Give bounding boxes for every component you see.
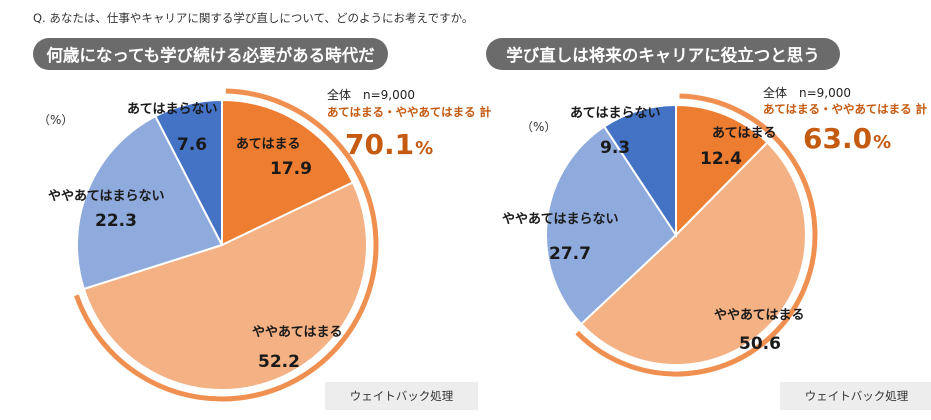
slice-category-label: ややあてはまらない — [502, 212, 618, 227]
chart-title: 何歳になっても学び続ける必要がある時代だ — [33, 38, 388, 70]
sample-size-label: 全体 n=9,000 — [763, 86, 852, 100]
slice-category-label: あてはまらない — [127, 102, 217, 117]
chart-panel-lifelong-learning: 何歳になっても学び続ける必要がある時代だ （%） あてはまる 17.9 ややあてはま… — [0, 0, 491, 420]
pie-chart: あてはまる 12.4 ややあてはまる 50.6 ややあてはまらない 27.7 あてはまらない… — [502, 93, 818, 377]
slice-value-label: 17.9 — [270, 159, 312, 179]
slice-value-label: 12.4 — [700, 149, 742, 169]
slice-category-label: あてはまらない — [570, 106, 660, 121]
chart-panel-career-usefulness: 学び直しは将来のキャリアに役立つと思う （%） あてはまる 12.4 ややあてはまる… — [466, 0, 931, 420]
question-text: Q. あなたは、仕事やキャリアに関する学び直しについて、どのようにお考えですか。 — [33, 11, 474, 25]
top2-label: あてはまる・ややあてはまる 計 — [763, 102, 928, 116]
unit-label: （%） — [521, 120, 557, 134]
top2-label: あてはまる・ややあてはまる 計 — [327, 105, 492, 119]
top2-highlight-ring — [74, 88, 379, 402]
sample-size-label: 全体 n=9,000 — [327, 88, 416, 102]
pie-slice-2 — [82, 181, 368, 391]
top2-percent-sign: % — [873, 132, 892, 153]
chart-title: 学び直しは将来のキャリアに役立つと思う — [486, 38, 840, 70]
slice-value-label: 52.2 — [258, 352, 300, 372]
top2-value: 63.0% — [803, 122, 891, 155]
unit-label: （%） — [38, 113, 74, 127]
slice-value-label: 9.3 — [600, 138, 630, 158]
pie-slice-3 — [545, 125, 678, 326]
slice-category-label: ややあてはまる — [714, 308, 804, 323]
slice-category-label: あてはまる — [712, 126, 776, 141]
pie-chart: あてはまる 17.9 ややあてはまる 52.2 ややあてはまらない 22.3 あてはまらない… — [48, 88, 379, 402]
pie-slice-3 — [76, 114, 224, 291]
pie-slice-1 — [221, 98, 355, 247]
top2-number: 70.1 — [345, 128, 415, 161]
top2-number: 63.0 — [803, 122, 873, 155]
slice-category-label: ややあてはまる — [252, 325, 342, 340]
slice-value-label: 7.6 — [177, 135, 207, 155]
pie-slice-2 — [579, 141, 808, 366]
top2-highlight-ring — [575, 93, 818, 377]
pie-slice-4 — [154, 98, 223, 246]
slice-value-label: 27.7 — [549, 244, 591, 264]
weight-note: ウェイトバック処理 — [325, 382, 478, 410]
top2-value: 70.1% — [345, 128, 433, 161]
pie-slice-1 — [675, 103, 769, 238]
pie-slice-4 — [602, 103, 677, 239]
weight-note: ウェイトバック処理 — [780, 382, 931, 410]
top2-percent-sign: % — [415, 138, 434, 159]
slice-category-label: あてはまる — [236, 137, 300, 152]
slice-value-label: 22.3 — [95, 211, 137, 231]
slice-category-label: ややあてはまらない — [48, 189, 164, 204]
slice-value-label: 50.6 — [739, 334, 781, 354]
